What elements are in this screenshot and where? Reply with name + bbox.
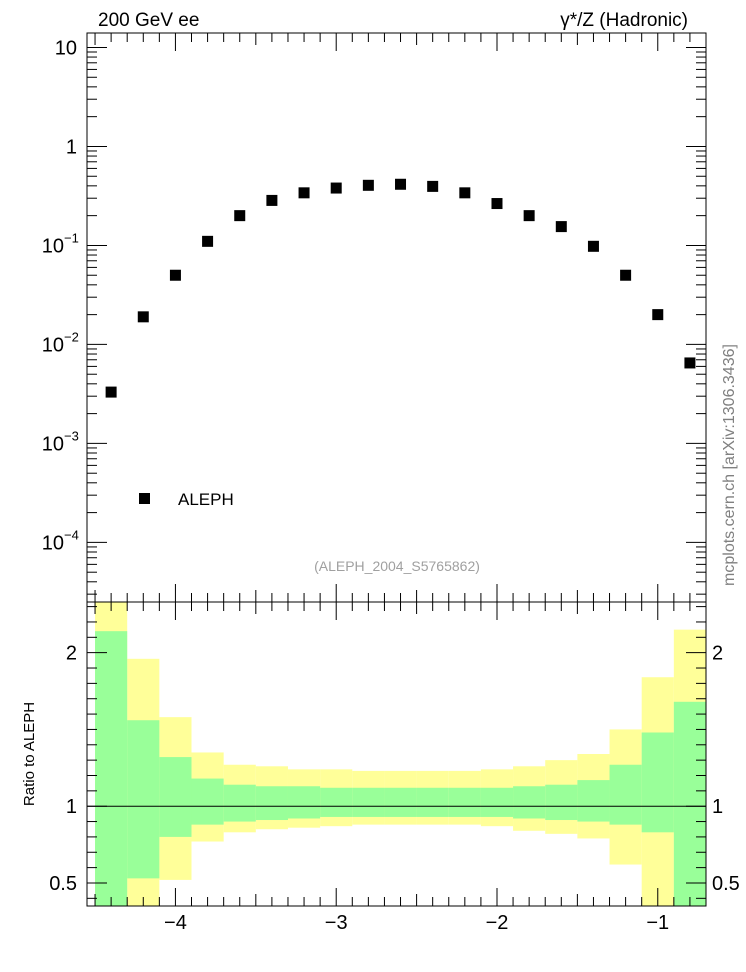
ratio-y-tick-label-left: 1	[66, 796, 77, 818]
ratio-frame	[86, 601, 707, 907]
data-point	[555, 221, 567, 233]
x-tick-label: −2	[486, 912, 509, 934]
main-frame	[86, 32, 707, 603]
data-point	[105, 386, 117, 398]
inner-band-bin	[641, 732, 674, 833]
data-point	[234, 210, 246, 222]
ratio-y-tick-label-left: 2	[66, 643, 77, 665]
data-point	[652, 309, 664, 321]
data-point	[395, 178, 407, 190]
reference-label: (ALEPH_2004_S5765862)	[314, 558, 480, 574]
data-point	[523, 210, 535, 222]
ratio-bands	[95, 602, 706, 906]
legend-label: ALEPH	[178, 490, 234, 509]
inner-band-bin	[223, 784, 256, 822]
data-point	[459, 187, 471, 199]
y-tick-label: 10	[55, 37, 77, 59]
inner-band-bin	[416, 787, 449, 817]
x-tick-label: −4	[164, 912, 187, 934]
side-credit-label: mcplots.cern.ch [arXiv:1306.3436]	[721, 344, 738, 586]
data-point	[491, 198, 503, 210]
ratio-plot-panel: 2 2 1 1 0.5 0.5 −4 −3 −2 −1 Ratio to ALEPH	[21, 601, 740, 934]
data-point	[330, 182, 342, 194]
data-point	[298, 187, 310, 199]
inner-band-bin	[577, 780, 610, 822]
ratio-y-tick-label-left: 0.5	[49, 873, 77, 895]
data-point	[427, 180, 439, 192]
y-tick-label-exponent: −1	[64, 230, 79, 245]
inner-band-bin	[673, 701, 706, 906]
inner-band-bin	[255, 786, 288, 821]
inner-band-bin	[159, 757, 192, 837]
ratio-axis-ticks	[87, 602, 707, 906]
header-right-label: γ*/Z (Hadronic)	[560, 10, 688, 31]
inner-band-bin	[191, 778, 224, 825]
y-tick-label: 10	[42, 433, 64, 455]
ratio-x-tick-labels: −4 −3 −2 −1	[164, 912, 669, 934]
inner-band-bin	[513, 786, 546, 819]
ratio-y-tick-label-right: 1	[712, 796, 723, 818]
y-tick-label-exponent: −3	[64, 428, 79, 443]
main-axis-ticks	[87, 33, 707, 602]
inner-band-bin	[287, 786, 321, 819]
data-point	[362, 179, 374, 191]
y-tick-label: 10	[42, 235, 64, 257]
data-point	[587, 240, 599, 252]
inner-band-bin	[545, 784, 578, 821]
inner-band-bin	[609, 764, 642, 825]
ratio-y-tick-labels: 2 2 1 1 0.5 0.5	[49, 643, 740, 895]
data-points	[105, 178, 696, 398]
header-left-label: 200 GeV ee	[98, 10, 199, 31]
data-point	[684, 357, 696, 369]
legend-marker	[139, 493, 150, 504]
ratio-y-tick-label-right: 2	[712, 643, 723, 665]
data-point	[266, 194, 278, 206]
inner-band-bin	[127, 720, 160, 879]
x-tick-label: −3	[325, 912, 348, 934]
y-tick-label: 1	[66, 136, 77, 158]
ratio-y-tick-label-right: 0.5	[712, 873, 740, 895]
inner-band-bin	[384, 787, 417, 817]
data-point	[169, 269, 181, 281]
inner-band-bin	[480, 787, 514, 817]
y-tick-label: 10	[42, 334, 64, 356]
ratio-y-axis-label: Ratio to ALEPH	[21, 702, 38, 806]
data-point	[137, 311, 149, 323]
inner-band-bin	[352, 787, 385, 817]
data-point	[620, 269, 632, 281]
y-tick-label: 10	[42, 532, 64, 554]
inner-band-bin	[95, 631, 128, 906]
inner-band-bin	[320, 787, 353, 817]
inner-band-bin	[448, 787, 481, 817]
x-tick-label: −1	[646, 912, 669, 934]
y-tick-label-exponent: −4	[64, 527, 79, 542]
data-point	[202, 235, 214, 247]
y-tick-label-exponent: −2	[64, 329, 79, 344]
